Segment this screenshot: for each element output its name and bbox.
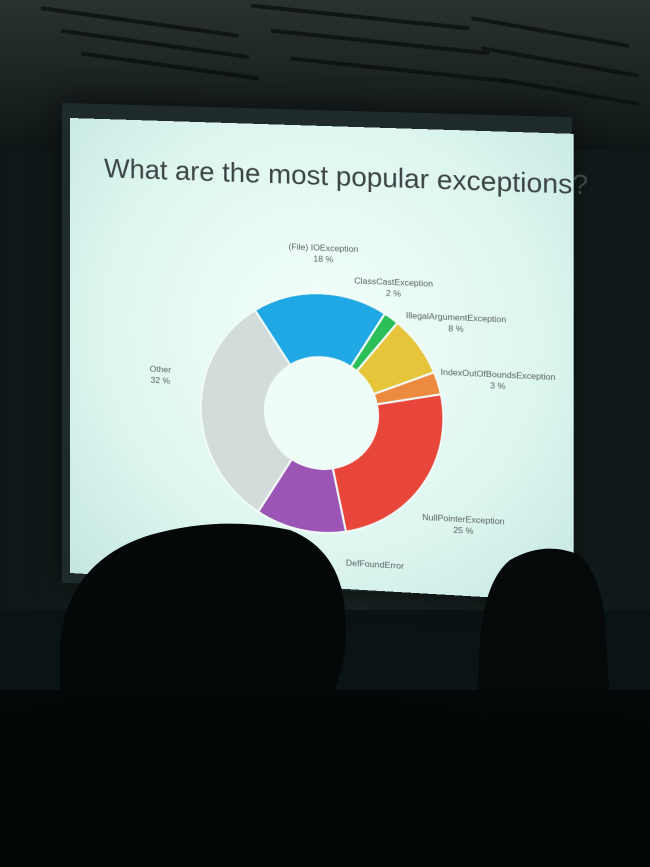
audience-shoulders xyxy=(0,693,650,867)
